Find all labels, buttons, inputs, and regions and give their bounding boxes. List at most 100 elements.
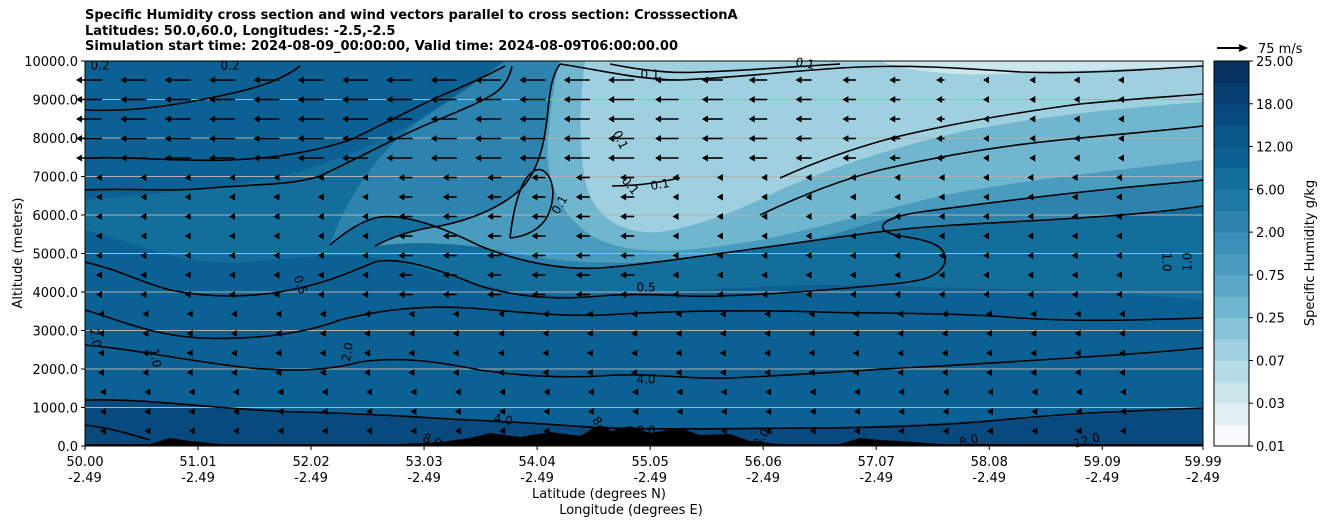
wind-vector	[672, 174, 679, 181]
wind-vector	[543, 408, 550, 415]
x-tick-label-lat: 56.06	[745, 455, 782, 470]
wind-vector	[1119, 310, 1125, 318]
colorbar-tick-label: 18.00	[1256, 98, 1293, 113]
wind-vector	[487, 232, 502, 240]
wind-vector	[144, 408, 151, 415]
wind-vector	[253, 135, 280, 142]
wind-vector	[342, 96, 369, 103]
x-tick-label-lat: 52.02	[292, 455, 329, 470]
wind-vector	[386, 76, 413, 84]
wind-vector	[764, 369, 771, 376]
wind-vector	[140, 232, 147, 240]
wind-vector	[889, 96, 901, 103]
x-tick-label-lon: -2.49	[633, 471, 667, 486]
wind-vector	[319, 310, 326, 318]
wind-vector	[897, 369, 904, 376]
wind-vector	[96, 252, 102, 259]
wind-vector	[889, 135, 901, 142]
wind-vector	[655, 115, 679, 123]
wind-vector	[1073, 115, 1080, 123]
wind-vector	[852, 369, 859, 376]
contour-label: 1.0	[147, 347, 164, 368]
wind-vector	[795, 154, 812, 162]
wind-vector	[1075, 388, 1082, 396]
wind-vector	[100, 427, 106, 435]
wind-vector	[1030, 349, 1037, 357]
wind-vector	[805, 174, 812, 181]
wind-vector	[701, 115, 723, 123]
colorbar-tick-label: 12.00	[1256, 141, 1293, 156]
wind-vector	[273, 271, 280, 279]
wind-vector	[1027, 291, 1034, 298]
wind-vector	[1074, 349, 1081, 357]
wind-vector	[186, 369, 193, 376]
x-tick-label-lon: -2.49	[1085, 471, 1119, 486]
wind-vector	[120, 115, 147, 123]
wind-vector	[1071, 291, 1078, 298]
wind-vector	[96, 271, 102, 279]
y-tick-label: 3000.0	[33, 325, 79, 340]
wind-vector	[186, 310, 193, 318]
x-axis: 50.00-2.4951.01-2.4952.02-2.4953.03-2.49…	[66, 446, 1222, 486]
wind-vector	[620, 271, 635, 279]
wind-vector	[98, 369, 104, 376]
wind-vector	[620, 213, 635, 220]
wind-vector	[317, 213, 324, 220]
wind-vector	[982, 271, 989, 279]
wind-vector	[608, 115, 635, 123]
y-tick-label: 5000.0	[33, 248, 79, 263]
wind-vector	[140, 252, 147, 259]
wind-vector	[321, 388, 328, 396]
wind-vector	[120, 76, 147, 84]
wind-vector	[894, 193, 901, 201]
x-tick-label-lon: -2.49	[294, 471, 328, 486]
wind-vector	[795, 76, 812, 84]
wind-vector	[982, 174, 989, 181]
wind-vector	[889, 76, 901, 84]
wind-vector	[897, 310, 904, 318]
wind-vector	[209, 115, 236, 123]
contour-upperR2	[779, 93, 1203, 179]
wind-vector	[1031, 408, 1038, 415]
colorbar-segment	[1214, 317, 1249, 340]
contour-label: 1.0	[1181, 252, 1195, 271]
wind-vector	[362, 213, 369, 220]
wind-vector	[748, 76, 768, 84]
wind-vector	[675, 349, 682, 357]
wind-vector	[430, 154, 457, 162]
wind-vector	[209, 154, 236, 162]
wind-vector	[184, 213, 191, 220]
y-tick-label: 0.0	[57, 440, 78, 455]
wind-vector	[231, 330, 238, 337]
wind-vector	[100, 408, 106, 415]
wind-vector	[842, 154, 856, 162]
wind-vector	[408, 369, 415, 376]
wind-vector	[164, 135, 191, 142]
wind-vector	[608, 135, 635, 142]
wind-vector	[100, 388, 106, 396]
wind-vector	[701, 154, 723, 162]
wind-vector	[575, 174, 590, 181]
x-tick-label-lat: 51.01	[179, 455, 216, 470]
wind-vector	[761, 271, 768, 279]
wind-vector	[188, 427, 195, 435]
wind-vector	[1071, 232, 1078, 240]
chart-title-line-2: Latitudes: 50.0,60.0, Longitudes: -2.5,-…	[85, 23, 396, 39]
wind-vector	[575, 271, 590, 279]
wind-vector	[487, 291, 502, 298]
wind-vector	[519, 76, 546, 84]
wind-vector	[1116, 174, 1122, 181]
wind-vector	[716, 252, 723, 259]
wind-vector	[849, 271, 856, 279]
wind-vector	[889, 115, 901, 123]
colorbar	[1214, 61, 1249, 447]
wind-vector	[982, 291, 989, 298]
wind-vector	[253, 96, 280, 103]
y-axis-label: Altitude (meters)	[11, 198, 26, 309]
wind-vector	[142, 369, 149, 376]
wind-vector	[408, 310, 415, 318]
y-tick-label: 2000.0	[33, 363, 79, 378]
wind-vector	[164, 115, 191, 123]
wind-vector	[805, 291, 812, 298]
